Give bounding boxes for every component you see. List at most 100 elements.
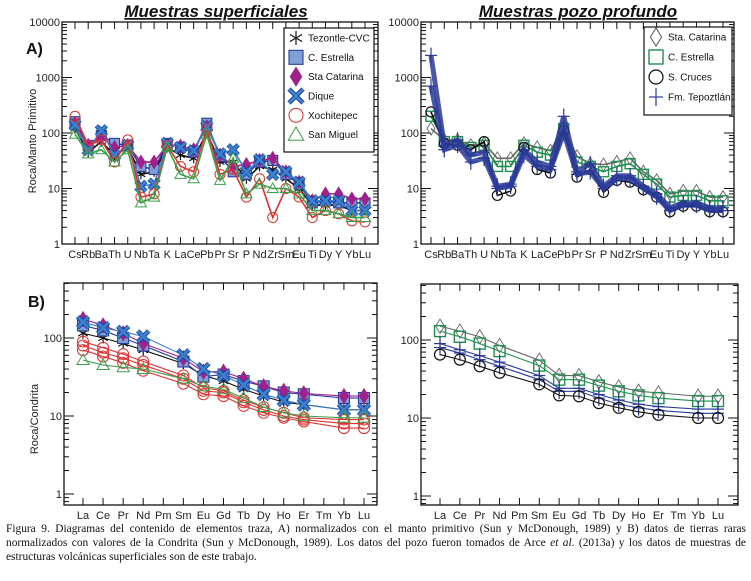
data-point xyxy=(306,212,318,224)
data-point xyxy=(453,345,466,361)
data-point xyxy=(96,358,110,370)
data-point xyxy=(216,368,231,383)
data-point xyxy=(572,390,586,403)
legend-marker xyxy=(288,107,304,123)
data-point xyxy=(296,408,311,421)
x-tick-label: P xyxy=(243,249,250,261)
x-tick-label: Ba xyxy=(451,249,465,261)
y-tick-label: 1 xyxy=(413,239,419,251)
x-tick-label: Er xyxy=(298,510,309,522)
data-point xyxy=(532,140,542,155)
data-point xyxy=(473,360,486,373)
x-tick-label: Rb xyxy=(437,249,451,261)
data-point xyxy=(358,211,372,223)
x-tick-label: La xyxy=(531,249,544,261)
data-point xyxy=(81,147,95,159)
data-point xyxy=(612,401,625,414)
data-point xyxy=(597,166,610,178)
x-tick-label: Lu xyxy=(712,510,724,522)
x-tick-label: Lu xyxy=(359,249,371,261)
data-point xyxy=(292,187,306,199)
data-point xyxy=(216,382,231,395)
data-point xyxy=(68,127,82,139)
series-line xyxy=(439,330,718,402)
legend-label: S. Cruces xyxy=(668,73,712,84)
x-tick-label: Zr xyxy=(625,249,636,261)
series-s-cruces xyxy=(433,348,725,425)
data-point xyxy=(276,405,291,418)
data-point xyxy=(478,150,491,167)
data-point xyxy=(652,408,665,421)
legend-label: C. Estrella xyxy=(668,53,715,64)
data-point xyxy=(117,356,130,369)
data-point xyxy=(557,108,570,125)
data-point xyxy=(77,339,89,352)
y-tick-label: 10000 xyxy=(29,17,60,29)
data-point xyxy=(136,361,151,374)
data-point xyxy=(292,175,306,189)
panel-label: B) xyxy=(28,294,45,311)
x-tick-label: La xyxy=(77,510,90,522)
data-point xyxy=(491,160,504,173)
data-point xyxy=(453,353,466,366)
data-point xyxy=(279,165,293,179)
data-point xyxy=(296,397,311,412)
series-fm-tepoztl-n-b- xyxy=(425,78,729,219)
legend-marker xyxy=(287,125,305,141)
data-point xyxy=(625,150,635,166)
x-tick-label: Dy xyxy=(319,249,333,261)
x-tick-label: Ce xyxy=(96,510,110,522)
data-point xyxy=(197,381,210,394)
data-point xyxy=(137,355,150,368)
data-point xyxy=(356,402,372,417)
data-point xyxy=(252,153,267,167)
data-point xyxy=(717,202,729,219)
x-tick-label: Nb xyxy=(490,249,504,261)
series-san-miguel xyxy=(68,127,372,223)
data-point xyxy=(425,47,437,64)
x-tick-label: Cs xyxy=(424,249,438,261)
data-point xyxy=(345,203,359,218)
data-point xyxy=(187,172,201,184)
legend-label: Sta. Catarina xyxy=(668,33,727,44)
x-tick-label: Sr xyxy=(228,249,239,261)
data-point xyxy=(332,194,346,208)
x-tick-label: Sr xyxy=(585,249,596,261)
y-axis-label: Roca/Condrita xyxy=(29,383,41,454)
data-point xyxy=(148,188,160,200)
data-point xyxy=(544,161,557,178)
data-point xyxy=(597,180,610,197)
data-point xyxy=(69,110,81,122)
x-tick-label: U xyxy=(124,249,132,261)
data-point xyxy=(703,202,716,219)
caption-part1: Figura 9. Diagramas del contenido de ele… xyxy=(6,523,746,549)
data-point xyxy=(358,387,370,405)
chart-b-right: 1 10 100 La Ce Pr Nd Pm Sm Eu Gd Tb Dy Ho Er Tm Yb Lu xyxy=(401,283,739,522)
data-point xyxy=(337,410,351,423)
legend-label: Dique xyxy=(308,92,335,103)
data-point xyxy=(571,166,583,183)
data-point xyxy=(239,165,253,179)
y-tick-label: 1 xyxy=(413,491,419,503)
data-point xyxy=(692,405,705,422)
legend-marker xyxy=(648,49,664,65)
x-tick-label: Eu xyxy=(552,510,565,522)
data-point xyxy=(97,341,110,354)
x-tick-label: Pr xyxy=(572,249,583,261)
x-tick-label: Ba xyxy=(95,249,109,261)
plot-frame xyxy=(63,282,378,506)
x-tick-label: Ce xyxy=(543,249,557,261)
data-point xyxy=(473,351,486,368)
data-point xyxy=(176,348,191,363)
data-point xyxy=(677,197,690,214)
data-point xyxy=(267,212,279,224)
data-point xyxy=(68,118,82,132)
x-tick-label: Rb xyxy=(81,249,95,261)
data-point xyxy=(226,143,240,157)
x-tick-label: Yb xyxy=(345,249,358,261)
legend-label: Xochitepec xyxy=(308,111,357,122)
data-point xyxy=(174,160,186,172)
data-point xyxy=(534,352,545,369)
data-point xyxy=(116,324,131,339)
